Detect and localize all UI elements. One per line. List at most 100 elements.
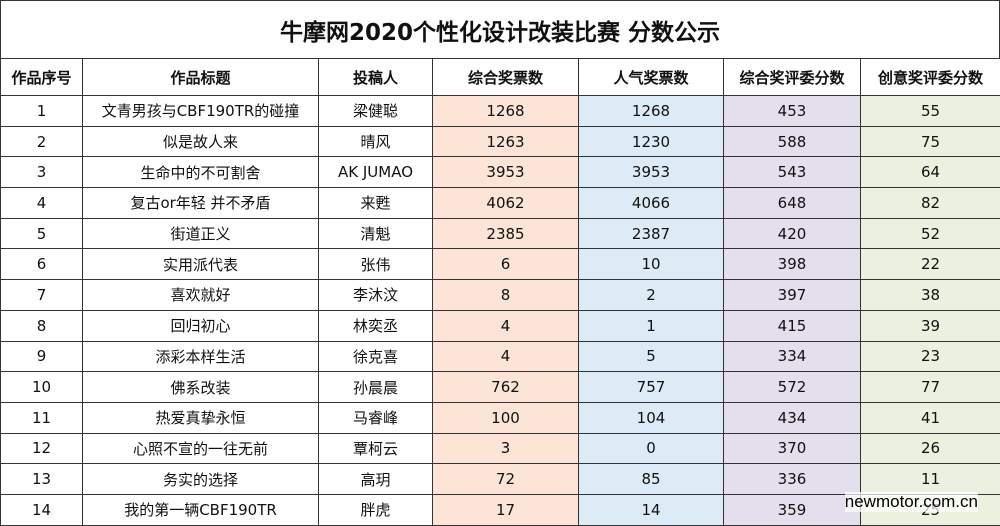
header-row: 作品序号作品标题投稿人综合奖票数人气奖票数综合奖评委分数创意奖评委分数 <box>1 59 1000 96</box>
cell: 453 <box>724 96 861 127</box>
cell: 回归初心 <box>83 310 319 341</box>
cell: 8 <box>433 280 579 311</box>
cell: 0 <box>579 433 724 464</box>
cell: 生命中的不可割舍 <box>83 157 319 188</box>
cell: 1230 <box>579 126 724 157</box>
cell: 文青男孩与CBF190TR的碰撞 <box>83 96 319 127</box>
cell: 572 <box>724 372 861 403</box>
cell: 5 <box>579 341 724 372</box>
column-header: 作品标题 <box>83 59 319 96</box>
cell: 1 <box>579 310 724 341</box>
cell: 添彩本样生活 <box>83 341 319 372</box>
cell: 覃柯云 <box>319 433 433 464</box>
cell: 4062 <box>433 188 579 219</box>
cell: 林奕丞 <box>319 310 433 341</box>
cell: 648 <box>724 188 861 219</box>
cell: 434 <box>724 402 861 433</box>
cell: 52 <box>861 218 1000 249</box>
cell: 梁健聪 <box>319 96 433 127</box>
cell: 实用派代表 <box>83 249 319 280</box>
cell: 11 <box>861 464 1000 495</box>
cell: 李沐汶 <box>319 280 433 311</box>
cell: 11 <box>1 402 83 433</box>
cell: 6 <box>433 249 579 280</box>
cell: 2 <box>1 126 83 157</box>
cell: 清魁 <box>319 218 433 249</box>
cell: 佛系改装 <box>83 372 319 403</box>
cell: 2385 <box>433 218 579 249</box>
cell: 4 <box>1 188 83 219</box>
watermark: newmotor.com.cn <box>845 492 978 512</box>
column-header: 人气奖票数 <box>579 59 724 96</box>
cell: 64 <box>861 157 1000 188</box>
cell: 4 <box>433 310 579 341</box>
cell: 4 <box>433 341 579 372</box>
cell: 415 <box>724 310 861 341</box>
cell: 高玥 <box>319 464 433 495</box>
cell: 复古or年轻 并不矛盾 <box>83 188 319 219</box>
cell: 543 <box>724 157 861 188</box>
cell: 孙晨晨 <box>319 372 433 403</box>
cell: AK JUMAO <box>319 157 433 188</box>
cell: 似是故人来 <box>83 126 319 157</box>
cell: 8 <box>1 310 83 341</box>
cell: 张伟 <box>319 249 433 280</box>
cell: 7 <box>1 280 83 311</box>
cell: 10 <box>1 372 83 403</box>
cell: 55 <box>861 96 1000 127</box>
cell: 2387 <box>579 218 724 249</box>
title: 牛摩网2020个性化设计改装比赛 分数公示 <box>0 0 1000 58</box>
cell: 82 <box>861 188 1000 219</box>
cell: 77 <box>861 372 1000 403</box>
column-header: 创意奖评委分数 <box>861 59 1000 96</box>
cell: 334 <box>724 341 861 372</box>
cell: 马睿峰 <box>319 402 433 433</box>
cell: 务实的选择 <box>83 464 319 495</box>
cell: 1268 <box>579 96 724 127</box>
cell: 588 <box>724 126 861 157</box>
cell: 12 <box>1 433 83 464</box>
cell: 14 <box>579 494 724 525</box>
cell: 38 <box>861 280 1000 311</box>
cell: 22 <box>861 249 1000 280</box>
cell: 2 <box>579 280 724 311</box>
cell: 晴风 <box>319 126 433 157</box>
cell: 17 <box>433 494 579 525</box>
cell: 336 <box>724 464 861 495</box>
cell: 6 <box>1 249 83 280</box>
cell: 3953 <box>579 157 724 188</box>
cell: 398 <box>724 249 861 280</box>
cell: 41 <box>861 402 1000 433</box>
cell: 359 <box>724 494 861 525</box>
cell: 喜欢就好 <box>83 280 319 311</box>
cell: 3 <box>433 433 579 464</box>
cell: 14 <box>1 494 83 525</box>
cell: 397 <box>724 280 861 311</box>
cell: 9 <box>1 341 83 372</box>
cell: 23 <box>861 341 1000 372</box>
cell: 来甦 <box>319 188 433 219</box>
cell: 757 <box>579 372 724 403</box>
cell: 1263 <box>433 126 579 157</box>
cell: 75 <box>861 126 1000 157</box>
cell: 街道正义 <box>83 218 319 249</box>
score-table: 作品序号作品标题投稿人综合奖票数人气奖票数综合奖评委分数创意奖评委分数 1 文青男… <box>0 58 1000 526</box>
cell: 4066 <box>579 188 724 219</box>
cell: 3 <box>1 157 83 188</box>
cell: 10 <box>579 249 724 280</box>
cell: 26 <box>861 433 1000 464</box>
cell: 104 <box>579 402 724 433</box>
